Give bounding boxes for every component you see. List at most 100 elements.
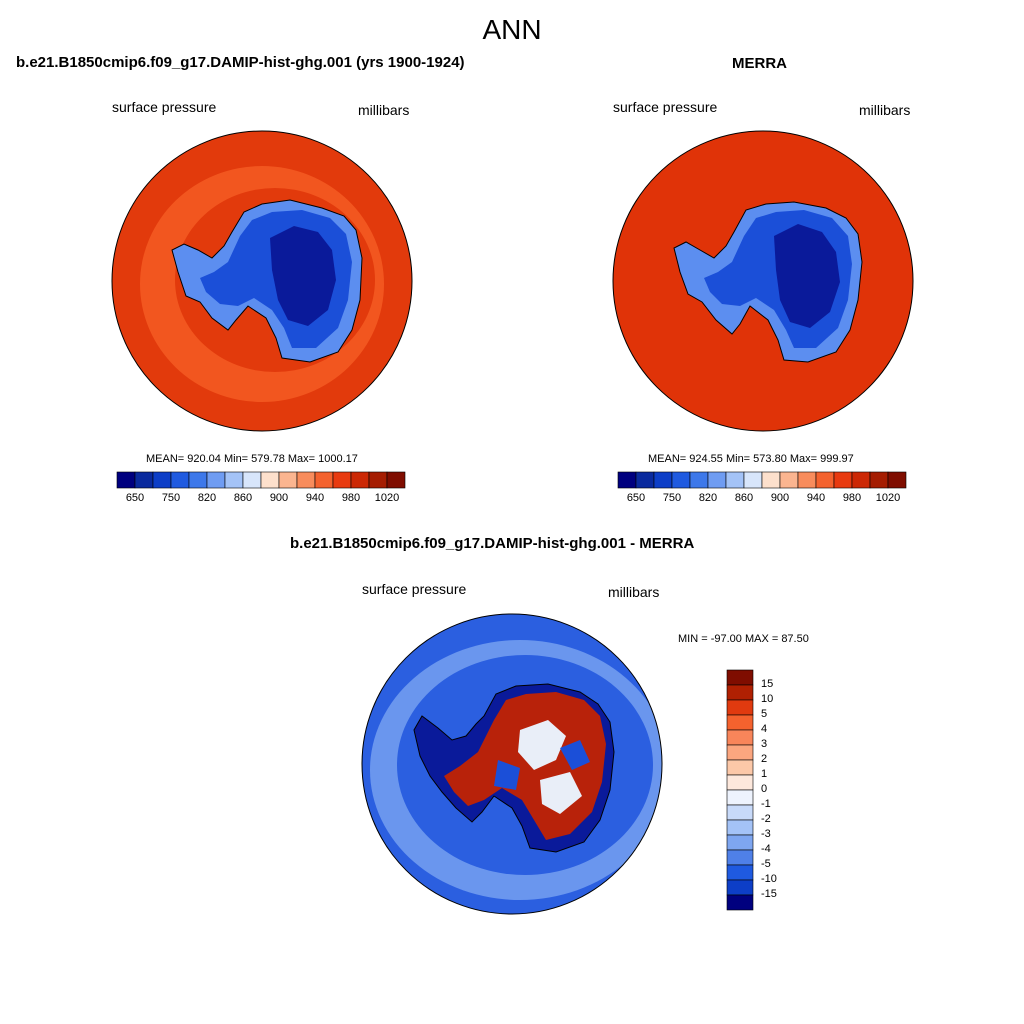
map3-coastline: [413, 683, 615, 853]
colorbar-tick-label: 900: [269, 492, 289, 504]
panel-1-map-border: [111, 130, 413, 432]
panel-1-units: millibars: [358, 102, 410, 118]
figure-title: ANN: [482, 14, 542, 45]
colorbar-tick-label: 980: [341, 492, 361, 504]
map2-coastline: [673, 201, 863, 363]
colorbar-swatch: [726, 729, 754, 746]
colorbar-swatch: [296, 471, 316, 489]
map3-ice-white-1: [518, 720, 566, 770]
panel-2-stats: MEAN= 924.55 Min= 573.80 Max= 999.97: [648, 453, 854, 465]
colorbar-tick-label: 820: [197, 492, 217, 504]
colorbar-swatch: [726, 879, 754, 896]
colorbar-tick-label: 650: [125, 492, 145, 504]
colorbar-swatch: [726, 834, 754, 851]
colorbar-swatch: [743, 471, 763, 489]
colorbar-swatch: [726, 819, 754, 836]
panel-2-colorbar: [617, 471, 907, 489]
colorbar-swatch: [653, 471, 673, 489]
panel-3-stats: MIN = -97.00 MAX = 87.50: [678, 633, 809, 645]
colorbar-swatch: [368, 471, 388, 489]
colorbar-swatch: [242, 471, 262, 489]
colorbar-swatch: [386, 471, 406, 489]
colorbar-swatch: [726, 714, 754, 731]
colorbar-tick-label: 860: [734, 492, 754, 504]
map3-ice-blue-2: [560, 740, 590, 770]
colorbar-tick-label: 0: [761, 783, 768, 795]
colorbar-swatch: [725, 471, 745, 489]
map3-ice-white-2: [540, 772, 582, 814]
colorbar-tick-label: -1: [761, 798, 771, 810]
colorbar-swatch: [332, 471, 352, 489]
colorbar-swatch: [726, 684, 754, 701]
colorbar-swatch: [779, 471, 799, 489]
colorbar-swatch: [726, 789, 754, 806]
map2-ice-deep: [774, 224, 840, 328]
colorbar-tick-label: 820: [698, 492, 718, 504]
panel-1-variable: surface pressure: [112, 99, 217, 115]
colorbar-swatch: [726, 774, 754, 791]
colorbar-swatch: [726, 894, 754, 911]
colorbar-tick-label: 10: [761, 693, 774, 705]
colorbar-tick-label: -10: [761, 873, 777, 885]
colorbar-tick-label: 15: [761, 678, 774, 690]
colorbar-swatch: [170, 471, 190, 489]
colorbar-swatch: [726, 699, 754, 716]
colorbar-swatch: [726, 849, 754, 866]
colorbar-tick-label: 860: [233, 492, 253, 504]
colorbar-swatch: [314, 471, 334, 489]
colorbar-swatch: [224, 471, 244, 489]
panel-2-map: [613, 131, 913, 431]
colorbar-tick-label: 900: [770, 492, 790, 504]
map1-coastline: [171, 199, 363, 363]
colorbar-swatch: [815, 471, 835, 489]
colorbar-tick-label: 5: [761, 708, 768, 720]
colorbar-swatch: [851, 471, 871, 489]
colorbar-swatch: [617, 471, 637, 489]
colorbar-swatch: [726, 759, 754, 776]
colorbar-tick-label: 940: [806, 492, 826, 504]
colorbar-tick-label: 1020: [875, 492, 901, 504]
colorbar-swatch: [134, 471, 154, 489]
colorbar-tick-label: 980: [842, 492, 862, 504]
colorbar-swatch: [726, 804, 754, 821]
panel-3-units: millibars: [608, 584, 660, 600]
colorbar-tick-label: -3: [761, 828, 771, 840]
panel-1-colorbar: [116, 471, 406, 489]
panel-1-stats: MEAN= 920.04 Min= 579.78 Max= 1000.17: [146, 453, 358, 465]
panel-1-map: [112, 131, 412, 431]
colorbar-tick-label: 1: [761, 768, 768, 780]
colorbar-swatch: [206, 471, 226, 489]
colorbar-swatch: [797, 471, 817, 489]
map3-ice-blue-1: [494, 760, 520, 790]
colorbar-swatch: [726, 669, 754, 686]
colorbar-tick-label: 3: [761, 738, 768, 750]
colorbar-swatch: [350, 471, 370, 489]
colorbar-swatch: [726, 744, 754, 761]
panel-3-map: [362, 614, 662, 914]
colorbar-tick-label: 750: [662, 492, 682, 504]
colorbar-swatch: [116, 471, 136, 489]
colorbar-swatch: [260, 471, 280, 489]
colorbar-swatch: [635, 471, 655, 489]
colorbar-tick-label: -2: [761, 813, 771, 825]
panel-3-colorbar: [726, 669, 754, 911]
panel-2-variable: surface pressure: [613, 99, 718, 115]
colorbar-swatch: [833, 471, 853, 489]
colorbar-swatch: [152, 471, 172, 489]
colorbar-swatch: [689, 471, 709, 489]
panel-2-map-border: [612, 130, 914, 432]
colorbar-tick-label: 1020: [374, 492, 400, 504]
colorbar-swatch: [707, 471, 727, 489]
colorbar-tick-label: -15: [761, 888, 777, 900]
panel-3-map-border: [361, 613, 663, 915]
colorbar-swatch: [671, 471, 691, 489]
panel-1-title: b.e21.B1850cmip6.f09_g17.DAMIP-hist-ghg.…: [16, 54, 465, 71]
panel-2-units: millibars: [859, 102, 911, 118]
colorbar-swatch: [887, 471, 907, 489]
colorbar-tick-label: -4: [761, 843, 771, 855]
colorbar-tick-label: 2: [761, 753, 768, 765]
panel-2-title: MERRA: [732, 55, 787, 72]
colorbar-tick-label: -5: [761, 858, 771, 870]
colorbar-tick-label: 650: [626, 492, 646, 504]
colorbar-swatch: [188, 471, 208, 489]
